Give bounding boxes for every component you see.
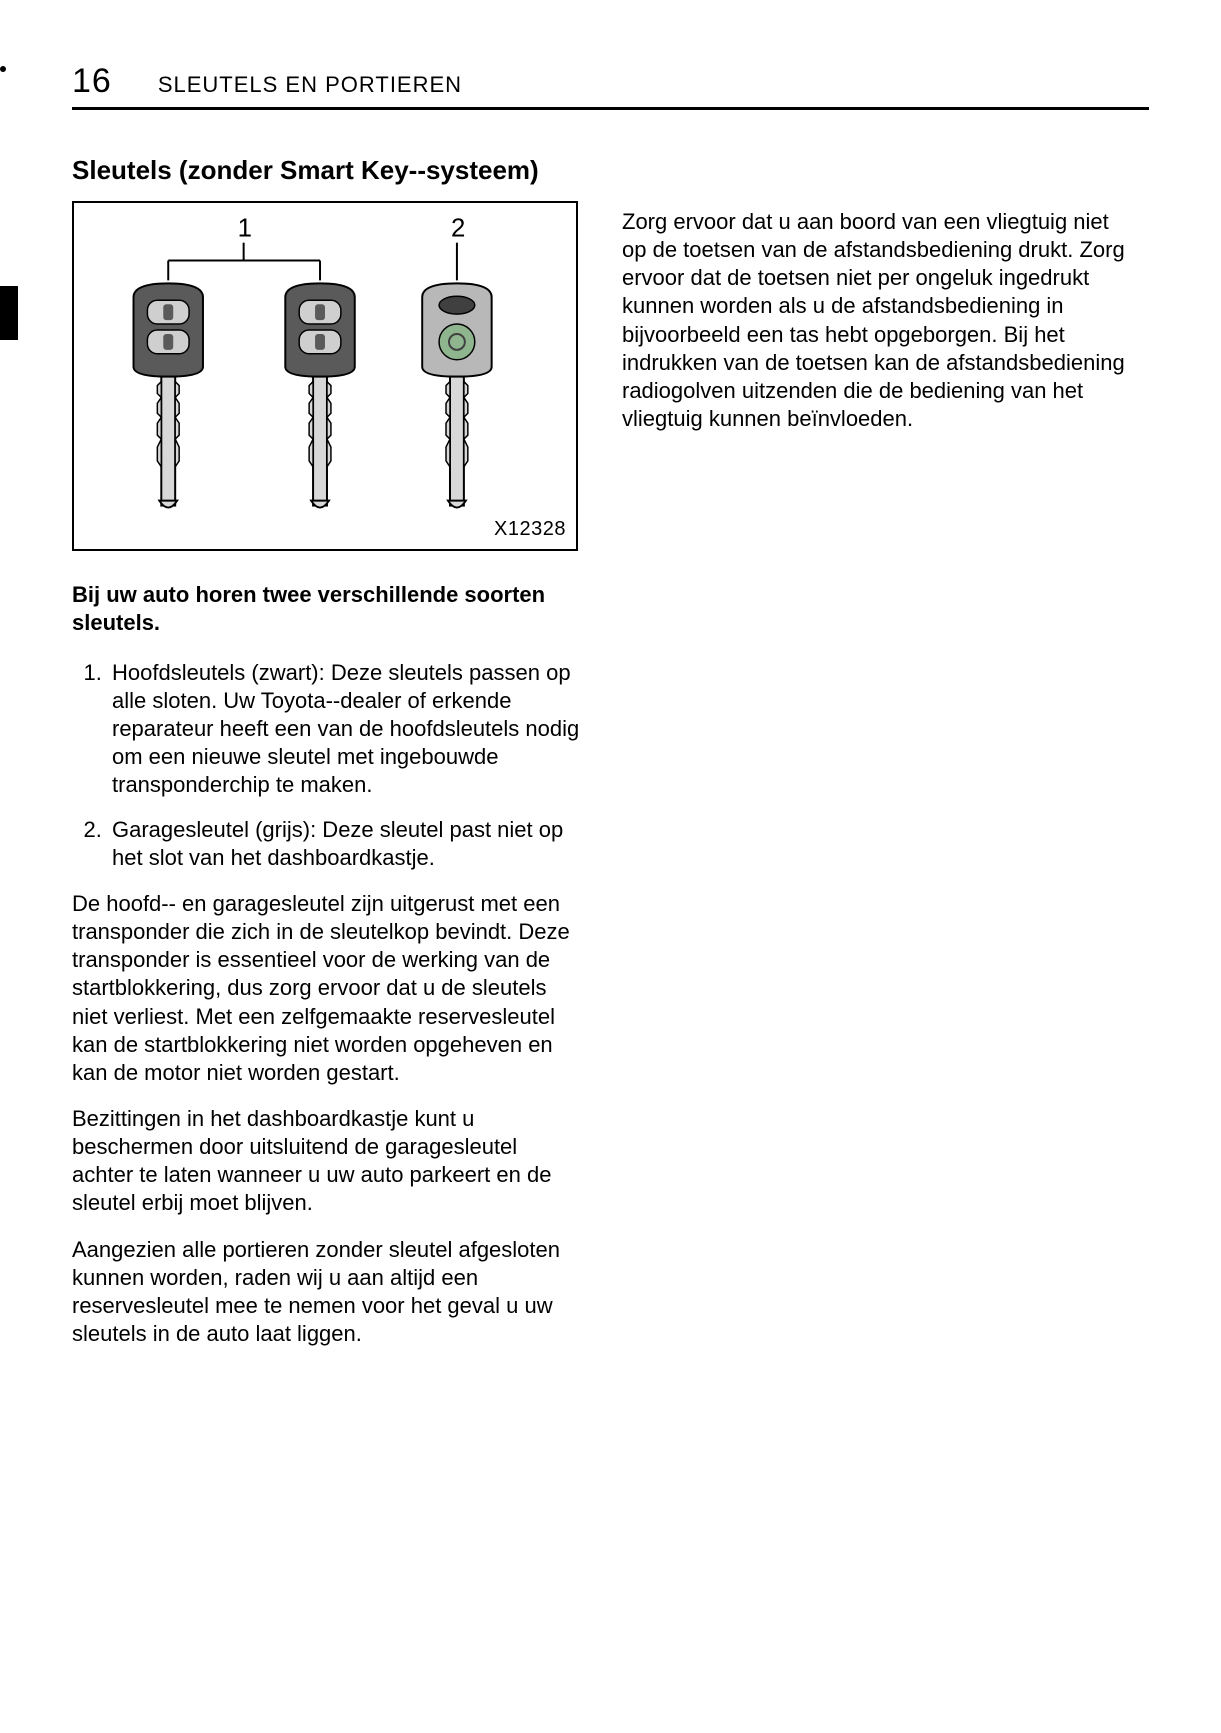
master-key-1-icon (134, 283, 203, 507)
margin-dot (0, 66, 6, 72)
content-columns: Sleutels (zonder Smart Key--systeem) 1 2 (72, 154, 1149, 1348)
key-types-list: Hoofdsleutels (zwart): Deze sleutels pas… (72, 659, 580, 872)
paragraph: De hoofd-- en garagesleutel zijn uitgeru… (72, 890, 580, 1087)
paragraph: Aangezien alle portieren zonder sleutel … (72, 1236, 580, 1349)
page-header: 16 SLEUTELS EN PORTIEREN (72, 62, 1149, 101)
keys-figure: 1 2 (72, 201, 578, 551)
list-item: Garagesleutel (grijs): Deze sleutel past… (108, 816, 580, 872)
figure-label-2: 2 (451, 214, 465, 242)
paragraph: Bezittingen in het dashboardkastje kunt … (72, 1105, 580, 1218)
figure-label-1: 1 (238, 214, 252, 242)
manual-page: 16 SLEUTELS EN PORTIEREN Sleutels (zonde… (0, 0, 1221, 1733)
header-rule (72, 107, 1149, 110)
left-column: Sleutels (zonder Smart Key--systeem) 1 2 (72, 154, 580, 1348)
list-item: Hoofdsleutels (zwart): Deze sleutels pas… (108, 659, 580, 800)
right-column: Zorg ervoor dat u aan boord van een vlie… (622, 154, 1130, 1348)
page-number: 16 (72, 62, 112, 101)
keys-illustration: 1 2 (74, 203, 576, 550)
section-heading: Sleutels (zonder Smart Key--systeem) (72, 154, 580, 187)
intro-bold: Bij uw auto horen twee verschillende soo… (72, 581, 580, 637)
paragraph: Zorg ervoor dat u aan boord van een vlie… (622, 208, 1130, 433)
valet-key-icon (422, 283, 491, 507)
figure-code: X12328 (494, 518, 566, 541)
section-name: SLEUTELS EN PORTIEREN (158, 72, 462, 98)
section-tab (0, 286, 18, 340)
master-key-2-icon (285, 283, 354, 507)
